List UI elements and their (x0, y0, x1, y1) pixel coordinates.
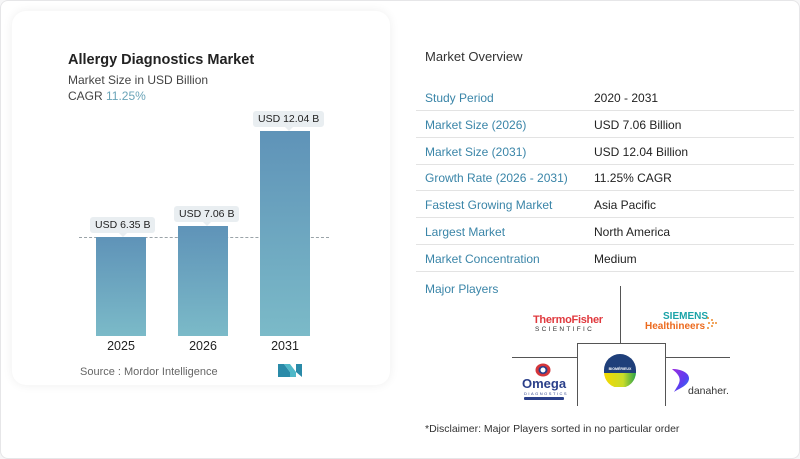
grid-divider (577, 343, 665, 344)
mordor-intelligence-logo-icon (278, 364, 302, 382)
bar-2031 (260, 131, 310, 336)
grid-divider (665, 343, 666, 406)
row-key: Market Concentration (425, 252, 540, 266)
row-value: 2020 - 2031 (594, 91, 659, 105)
omega-bar (524, 397, 564, 400)
overview-row: Market Size (2031) USD 12.04 Billion (416, 138, 794, 165)
cagr-label: CAGR (68, 89, 103, 103)
overview-row: Market Concentration Medium (416, 245, 794, 272)
cagr-text: CAGR 11.25% (68, 89, 146, 103)
row-key: Largest Market (425, 225, 506, 239)
bar-2025 (96, 237, 146, 336)
omega-sub: DIAGNOSTICS (524, 391, 569, 396)
grid-divider (577, 343, 578, 406)
siemens-dots-icon (706, 316, 718, 335)
row-key: Market Size (2026) (425, 118, 527, 132)
thermofisher-logo: ThermoFisher (533, 314, 603, 326)
major-players-label: Major Players (425, 282, 499, 296)
x-tick-2025: 2025 (107, 339, 135, 353)
overview-row: Fastest Growing Market Asia Pacific (416, 191, 794, 218)
row-value: 11.25% CAGR (594, 171, 672, 185)
row-value: Asia Pacific (594, 198, 657, 212)
row-key: Market Size (2031) (425, 145, 527, 159)
chart-subtitle: Market Size in USD Billion (68, 73, 209, 87)
row-value: USD 12.04 Billion (594, 145, 689, 159)
row-key: Growth Rate (2026 - 2031) (425, 171, 568, 185)
danaher-logo-icon (670, 367, 694, 398)
grid-divider (512, 357, 577, 358)
overview-row: Study Period 2020 - 2031 (416, 84, 794, 111)
omega-icon (535, 363, 551, 382)
bar-label-2025: USD 6.35 B (90, 217, 156, 237)
chart-title: Allergy Diagnostics Market (68, 52, 255, 68)
overview-row: Largest Market North America (416, 218, 794, 245)
overview-row: Market Size (2026) USD 7.06 Billion (416, 111, 794, 138)
bar-label-2026: USD 7.06 B (174, 206, 240, 226)
svg-text:BIOMÉRIEUX: BIOMÉRIEUX (609, 366, 632, 371)
row-value: Medium (594, 252, 637, 266)
healthineers-logo: Healthineers (645, 321, 706, 332)
source-text: Source : Mordor Intelligence (80, 366, 218, 378)
x-tick-2031: 2031 (271, 339, 299, 353)
row-value: USD 7.06 Billion (594, 118, 682, 132)
bar-label-2031: USD 12.04 B (253, 111, 325, 131)
cagr-value: 11.25% (106, 89, 146, 103)
row-key: Study Period (425, 91, 494, 105)
thermofisher-sub: SCIENTIFIC (535, 326, 595, 333)
x-tick-2026: 2026 (189, 339, 217, 353)
biomerieux-logo-icon: BIOMÉRIEUX (603, 353, 637, 392)
grid-divider (620, 286, 621, 343)
siemens-logo: SIEMENS (663, 311, 709, 322)
danaher-text: danaher. (688, 385, 729, 397)
omega-logo: Omega (522, 376, 567, 391)
overview-row: Growth Rate (2026 - 2031) 11.25% CAGR (416, 164, 794, 191)
grid-divider (665, 357, 730, 358)
overview-title: Market Overview (425, 49, 523, 64)
row-value: North America (594, 225, 671, 239)
row-key: Fastest Growing Market (425, 198, 553, 212)
bar-2026 (178, 226, 228, 336)
disclaimer-text: *Disclaimer: Major Players sorted in no … (425, 423, 680, 435)
